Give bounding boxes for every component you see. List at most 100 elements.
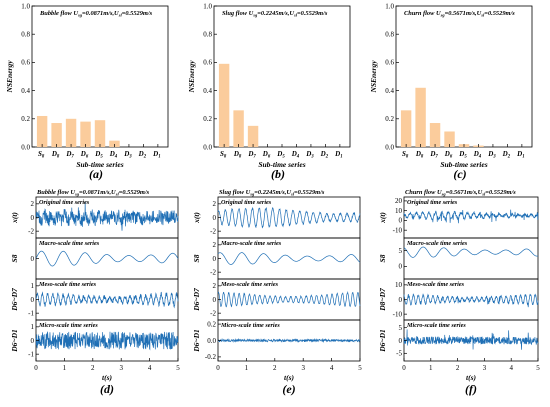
bar-D6 — [444, 131, 455, 147]
row-title: Micro-scale time series — [38, 322, 98, 329]
series-line — [35, 201, 179, 231]
x-axis-label: t(s) — [284, 373, 295, 382]
x-tick-label: 3 — [119, 364, 123, 372]
x-tick-label: D6 — [80, 150, 89, 160]
x-tick-label: D7 — [65, 150, 74, 160]
row-title: Meso-scale time series — [220, 281, 279, 288]
row-y-label: D6~D1 — [378, 329, 387, 353]
x-tick-label: 2 — [91, 364, 95, 372]
y-tick-label: -2 — [28, 227, 34, 235]
row-y-label: D6~D1 — [192, 329, 201, 353]
series-row-4: -5 0 5 Micro-scale time series D6~D1 — [378, 319, 539, 362]
panel-title: Bubble flow Usg=0.0871m/s,Usl=0.5529m/s — [36, 189, 150, 197]
y-tick-label: 0.0 — [207, 337, 216, 345]
row-title: Original time series — [407, 199, 458, 206]
y-tick-label: 20 — [395, 197, 403, 205]
y-tick-label: -2 — [210, 227, 216, 235]
x-tick-label: 4 — [509, 364, 513, 372]
y-tick-label: 0 — [213, 255, 217, 263]
bar-chart-2: 0.0 0.2 0.4 0.6 0.8 1.0 S8 D8 D7 D6 D5 D4 D3 D2 D1 Slug… — [187, 2, 351, 181]
bar-chart-3: 0.0 0.2 0.4 0.6 0.8 1.0 S8 D8 D7 D6 D5 D4 D3 D2 D1 Chur… — [369, 2, 533, 181]
y-tick-label: 0.2 — [203, 115, 212, 123]
y-tick-label: 10 — [395, 207, 403, 215]
series-row-1: -2 0 2 Original time series x(t) — [10, 196, 179, 239]
series-line — [35, 250, 179, 267]
x-tick-label: 0 — [216, 364, 220, 372]
y-tick-label: 0.0 — [385, 143, 394, 151]
y-tick-label: 0 — [31, 214, 35, 222]
series-row-4: -1 0 1 Micro-scale time series D6~D1 — [10, 319, 179, 362]
panel-title: Churn flow Usg=0.5671m/s,Usl=0.5529m/s — [405, 189, 516, 197]
series-row-4: -0.2 0.0 0.2 Micro-scale time series D6~D1 — [192, 319, 361, 362]
row-y-label: D8~D7 — [378, 288, 387, 312]
x-tick-label: D7 — [429, 150, 438, 160]
y-tick-label: 0.0 — [203, 143, 212, 151]
y-tick-label: 0 — [213, 296, 217, 304]
x-tick-label: 1 — [63, 364, 67, 372]
x-tick-label: D4 — [109, 150, 118, 160]
series-row-2: -2 0 2 Macro-scale time series S8 — [192, 237, 361, 280]
panel-label: (a) — [89, 167, 103, 181]
bar-chart-1: 0.0 0.2 0.4 0.6 0.8 1.0 S8 D8 D7 D6 D5 D4 D3 D2 D1 Bubb… — [5, 2, 169, 181]
x-tick-label: D1 — [334, 150, 342, 160]
row-y-label: x(t) — [10, 212, 19, 224]
x-tick-label: D1 — [516, 150, 524, 160]
y-tick-label: 0.4 — [21, 87, 30, 95]
y-tick-label: -2 — [210, 309, 216, 317]
panel-label: (c) — [453, 167, 466, 181]
x-tick-label: D3 — [123, 150, 132, 160]
y-axis-label: NSEnergy — [187, 60, 196, 94]
y-tick-label: 10 — [395, 281, 403, 289]
y-tick-label: 1 — [31, 282, 35, 290]
row-title: Macro-scale time series — [406, 240, 468, 247]
series-row-3: -10 0 10 Meso-scale time series D8~D7 — [378, 278, 539, 321]
x-tick-label: D5 — [276, 150, 285, 160]
x-tick-label: S8 — [38, 150, 45, 160]
x-tick-label: D8 — [233, 150, 242, 160]
x-tick-label: D4 — [473, 150, 482, 160]
bar-D8 — [51, 123, 62, 147]
x-axis-label: t(s) — [102, 373, 113, 382]
y-tick-label: -10 — [393, 226, 403, 234]
x-tick-label: 1 — [245, 364, 249, 372]
panel-label: (e) — [282, 382, 295, 396]
series-line — [217, 252, 361, 265]
x-tick-label: 5 — [176, 364, 180, 372]
x-axis-label: Sub-time series — [76, 160, 123, 169]
panel-label: (d) — [100, 382, 114, 396]
x-tick-label: D6 — [444, 150, 453, 160]
y-tick-label: 0.2 — [21, 115, 30, 123]
y-tick-label: 1.0 — [21, 2, 30, 10]
y-tick-label: 2 — [31, 200, 35, 208]
y-tick-label: 0.8 — [203, 31, 212, 39]
panel-title: Bubble flow Usg=0.0871m/s,Usl=0.5529m/s — [39, 10, 153, 18]
y-tick-label: 0 — [399, 296, 403, 304]
y-tick-label: 0 — [399, 217, 403, 225]
series-line — [217, 337, 361, 343]
row-y-label: S8 — [192, 254, 201, 262]
y-tick-label: 0.6 — [21, 59, 30, 67]
x-tick-label: D6 — [262, 150, 271, 160]
bar-D8 — [233, 110, 244, 147]
y-tick-label: 0 — [399, 263, 403, 271]
y-tick-label: 2 — [213, 241, 217, 249]
row-title: Micro-scale time series — [220, 322, 280, 329]
series-line — [403, 293, 539, 308]
x-tick-label: D8 — [415, 150, 424, 160]
series-row-3: -2 0 2 Meso-scale time series D6~D7 — [192, 278, 361, 321]
x-tick-label: 1 — [429, 364, 433, 372]
series-line — [403, 329, 539, 350]
y-tick-label: 0.4 — [203, 87, 212, 95]
row-title: Meso-scale time series — [38, 281, 97, 288]
x-tick-label: 3 — [483, 364, 487, 372]
row-title: Micro-scale time series — [406, 322, 466, 329]
y-tick-label: 0 — [31, 337, 35, 345]
bar-D6 — [80, 121, 91, 147]
bar-D7 — [65, 118, 77, 147]
y-tick-label: 5 — [399, 324, 403, 332]
x-tick-label: D2 — [502, 150, 511, 160]
panel-label: (b) — [271, 167, 285, 181]
panel-label: (f) — [465, 382, 477, 396]
